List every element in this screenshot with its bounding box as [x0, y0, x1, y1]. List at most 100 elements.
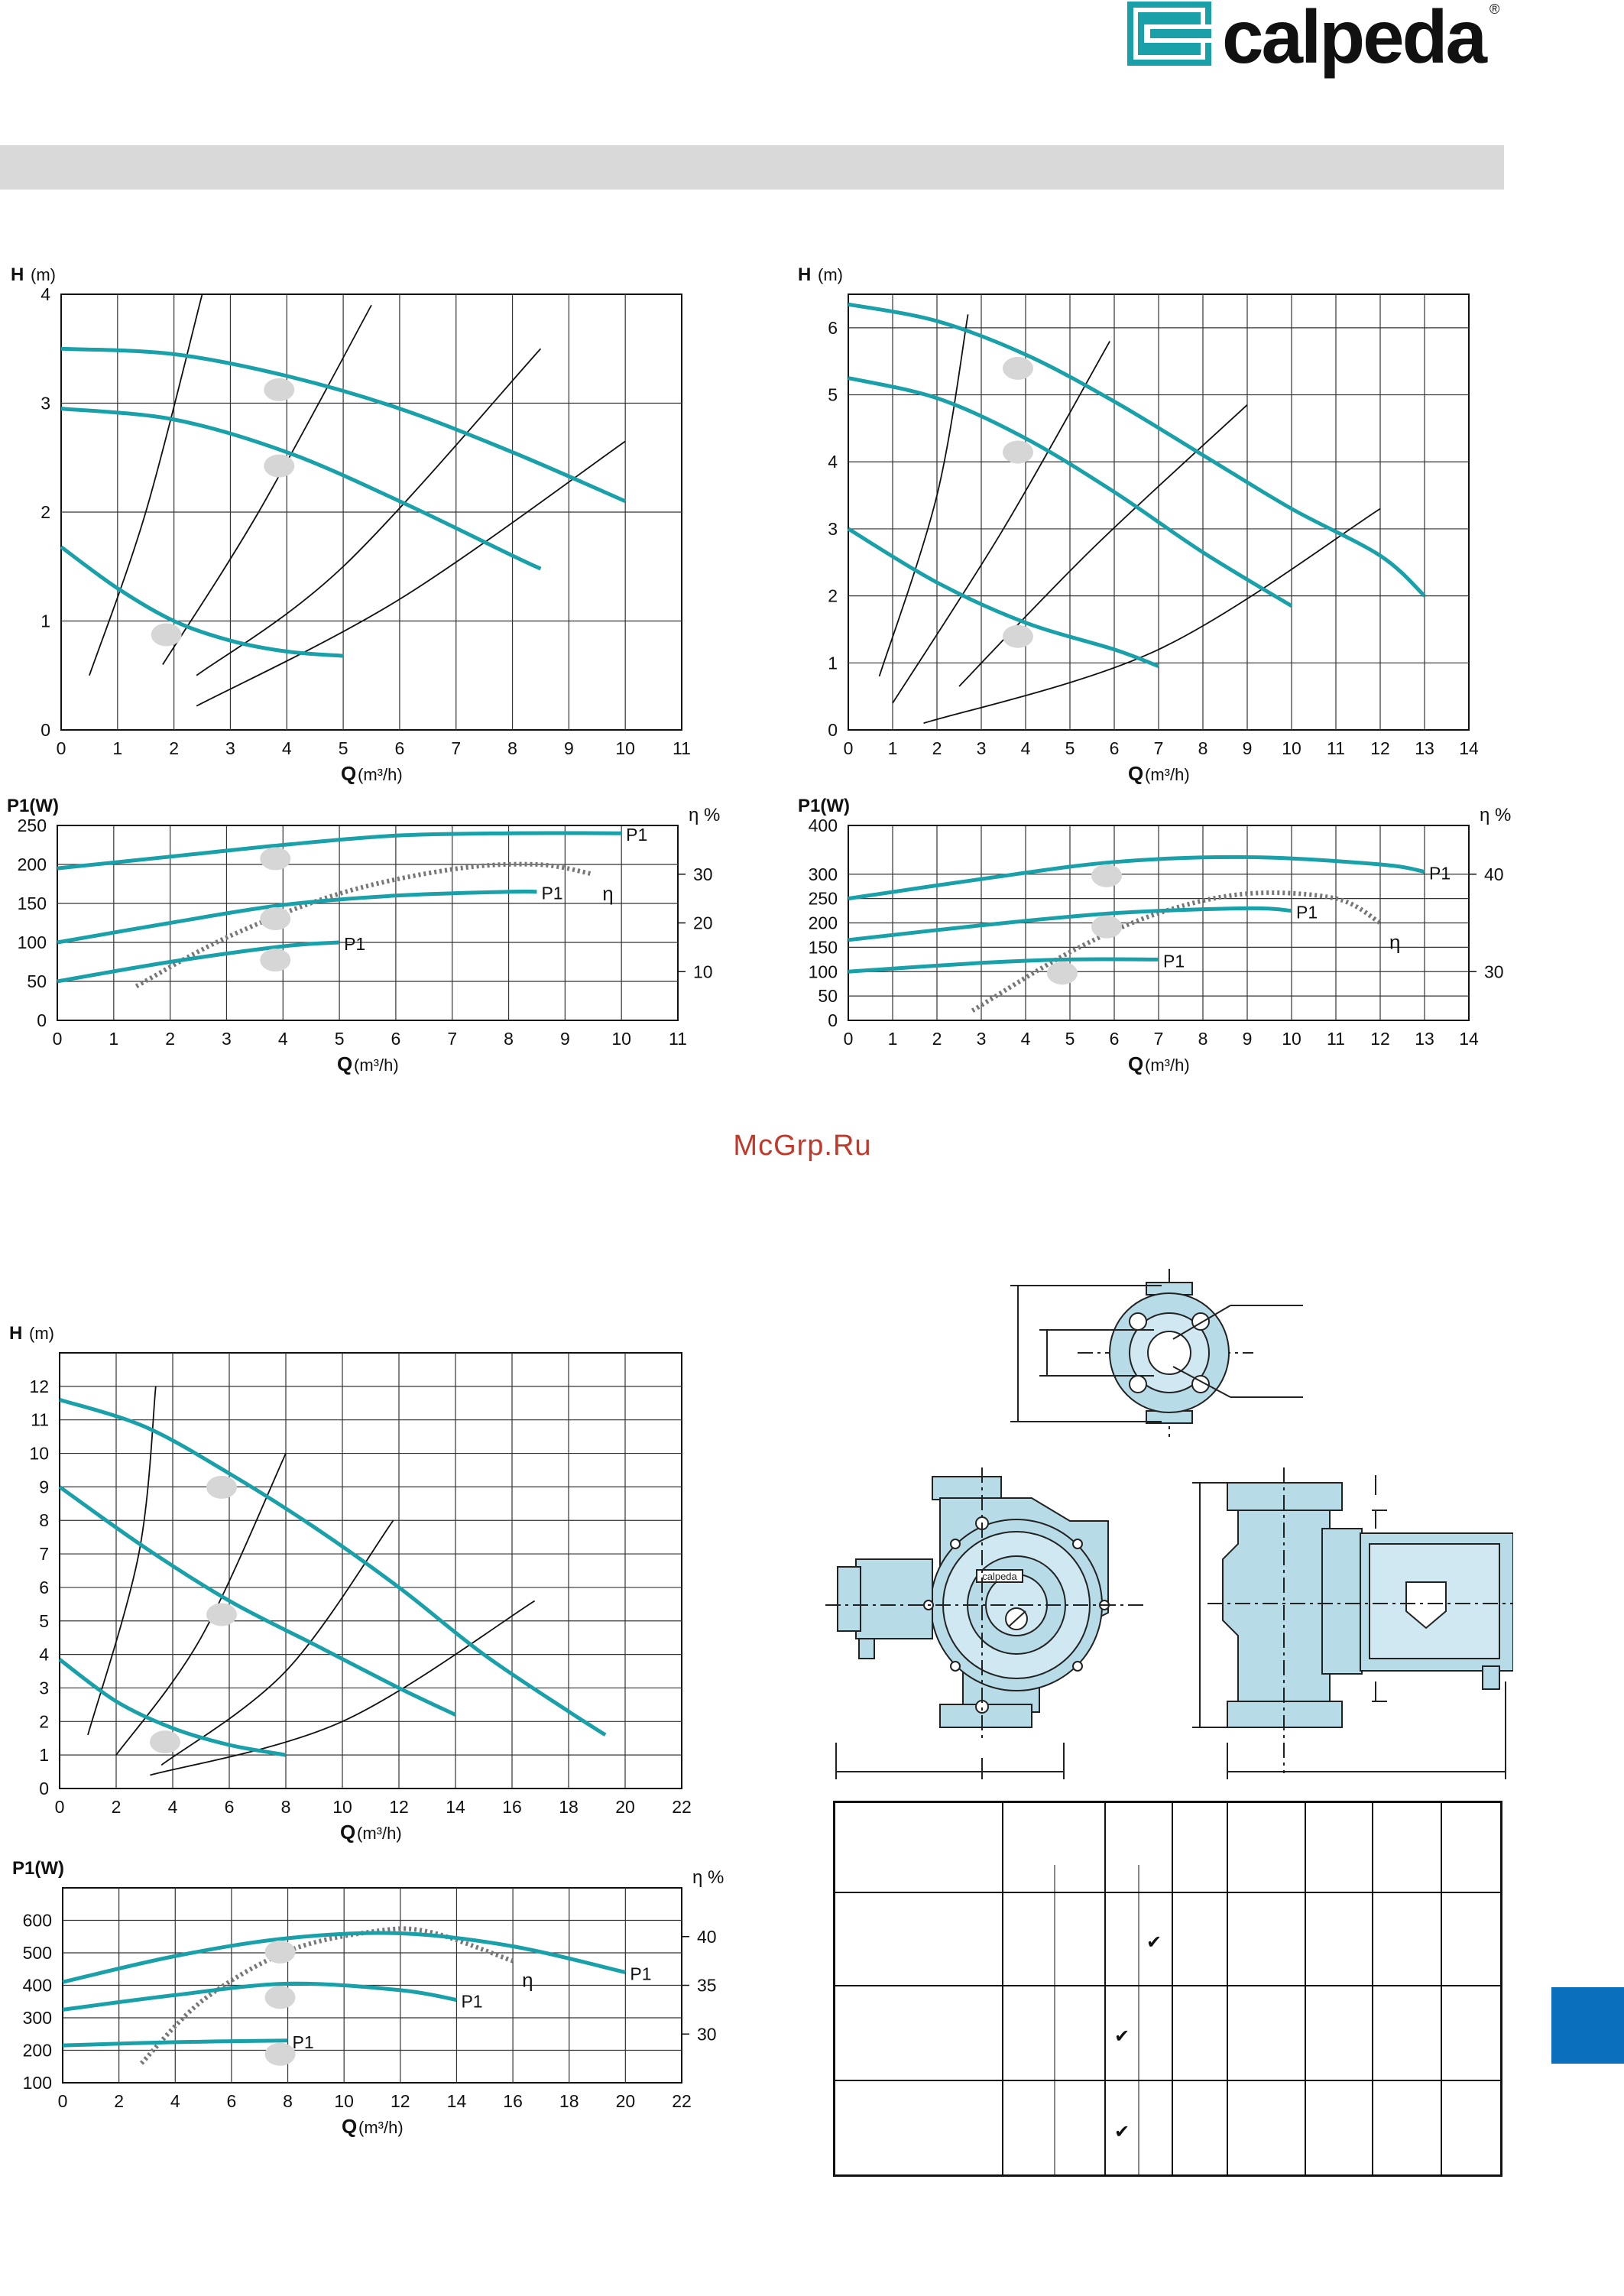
series-curve: [60, 346, 627, 504]
y-tick-label: 150: [18, 893, 47, 913]
x-tick-label: 10: [334, 2091, 354, 2111]
y-tick-label: 10: [29, 1444, 49, 1464]
x-tick-label: 20: [616, 2091, 636, 2111]
series-label: P1: [344, 934, 365, 954]
x-tick-label: 1: [109, 1029, 118, 1049]
y-tick-label: 250: [18, 816, 47, 835]
curve-marker: [264, 454, 295, 478]
series-label: P1: [293, 2032, 314, 2052]
y-tick-label: 50: [818, 986, 838, 1006]
series-label: P1: [1296, 903, 1318, 923]
system-curve: [878, 314, 969, 677]
x-tick-label: 0: [844, 738, 854, 758]
x-tick-label: 2: [932, 738, 942, 758]
x-tick-label: 8: [283, 2091, 293, 2111]
efficiency-curve: [135, 861, 594, 989]
y-axis-title: H: [798, 264, 811, 285]
series-curve: [62, 2038, 288, 2048]
y2-tick-label: 30: [693, 864, 713, 884]
x-axis-unit: (m³/h): [354, 1056, 399, 1075]
x-tick-label: 6: [227, 2091, 237, 2111]
nameplate-label: calpeda: [982, 1571, 1017, 1582]
y-axis-title: H: [11, 264, 24, 285]
x-tick-label: 14: [1459, 1029, 1479, 1049]
x-tick-label: 9: [564, 738, 574, 758]
x-tick-label: 11: [669, 1029, 687, 1049]
x-tick-label: 2: [169, 738, 179, 758]
x-tick-label: 1: [888, 1029, 898, 1049]
x-axis-unit: (m³/h): [358, 2118, 404, 2137]
table-check-mark: ✔: [1114, 2026, 1130, 2047]
y-tick-label: 0: [41, 720, 50, 740]
x-tick-label: 10: [611, 1029, 631, 1049]
y-tick-label: 600: [23, 1911, 52, 1931]
curve-marker: [1091, 864, 1122, 887]
flange-view: [1010, 1269, 1303, 1437]
series-curve: [848, 855, 1425, 901]
section-tab: [1551, 1987, 1624, 2064]
series-curve: [62, 1931, 626, 1984]
y-axis-title: P1(W): [12, 1858, 64, 1879]
series-curve: [57, 831, 622, 871]
x-tick-label: 0: [57, 738, 66, 758]
y-tick-label: 400: [809, 816, 838, 835]
x-tick-label: 18: [559, 1797, 579, 1817]
x-tick-label: 13: [1415, 738, 1434, 758]
series-curve: [62, 1981, 457, 2012]
y-axis-unit: (m): [29, 1324, 54, 1343]
x-tick-label: 4: [282, 738, 292, 758]
y-tick-label: 200: [23, 2041, 52, 2061]
y2-axis-title: η %: [689, 805, 720, 825]
x-tick-label: 0: [844, 1029, 854, 1049]
x-tick-label: 4: [1021, 738, 1031, 758]
x-tick-label: 7: [447, 1029, 457, 1049]
curve-marker: [1091, 915, 1122, 939]
x-tick-label: 4: [1021, 1029, 1031, 1049]
curve-marker: [260, 847, 291, 871]
y2-tick-label: 30: [697, 2024, 717, 2044]
x-tick-label: 7: [451, 738, 461, 758]
y2-axis-title: η %: [1480, 805, 1511, 825]
x-tick-label: 8: [507, 738, 517, 758]
curve-marker: [264, 1940, 296, 1964]
series-label: P1: [630, 1964, 651, 1984]
series-curve: [59, 1397, 607, 1737]
y-tick-label: 300: [23, 2008, 52, 2028]
y-axis-unit: (m): [31, 265, 56, 284]
chart-power-3: 0 2 4 6 8 10 12 14 16 18 20 22100200300400500600P1(…: [12, 1858, 724, 2138]
system-curve: [160, 1519, 394, 1766]
y-tick-label: 6: [39, 1578, 49, 1597]
x-tick-label: 8: [1198, 1029, 1208, 1049]
y-tick-label: 4: [41, 284, 50, 304]
system-curve: [150, 1600, 536, 1776]
x-tick-label: 6: [395, 738, 405, 758]
y-tick-label: 9: [39, 1477, 49, 1497]
watermark: McGrp.Ru: [733, 1130, 872, 1162]
y-tick-label: 0: [39, 1779, 49, 1798]
y-tick-label: 250: [809, 889, 838, 909]
x-axis-unit: (m³/h): [1145, 765, 1190, 784]
y-axis-title: P1(W): [7, 796, 59, 816]
efficiency-curve: [139, 1926, 514, 2065]
x-tick-label: 4: [168, 1797, 178, 1817]
x-tick-label: 12: [1370, 1029, 1390, 1049]
x-tick-label: 3: [222, 1029, 232, 1049]
pump-dimension-drawing: calpeda: [825, 1269, 1513, 1779]
x-tick-label: 18: [559, 2091, 579, 2111]
x-tick-label: 16: [503, 2091, 523, 2111]
y-axis-title: P1(W): [798, 796, 850, 816]
x-tick-label: 12: [389, 1797, 409, 1817]
curve-marker: [264, 378, 295, 401]
front-view: calpeda: [825, 1467, 1146, 1779]
y-tick-label: 50: [27, 971, 47, 991]
series-label: P1: [1429, 864, 1451, 884]
efficiency-label: η: [1389, 931, 1400, 954]
series-curve: [60, 545, 344, 658]
y-tick-label: 3: [41, 394, 50, 413]
y-tick-label: 8: [39, 1510, 49, 1530]
y-tick-label: 2: [41, 502, 50, 522]
x-tick-label: 12: [1370, 738, 1390, 758]
x-axis-unit: (m³/h): [357, 1824, 402, 1843]
